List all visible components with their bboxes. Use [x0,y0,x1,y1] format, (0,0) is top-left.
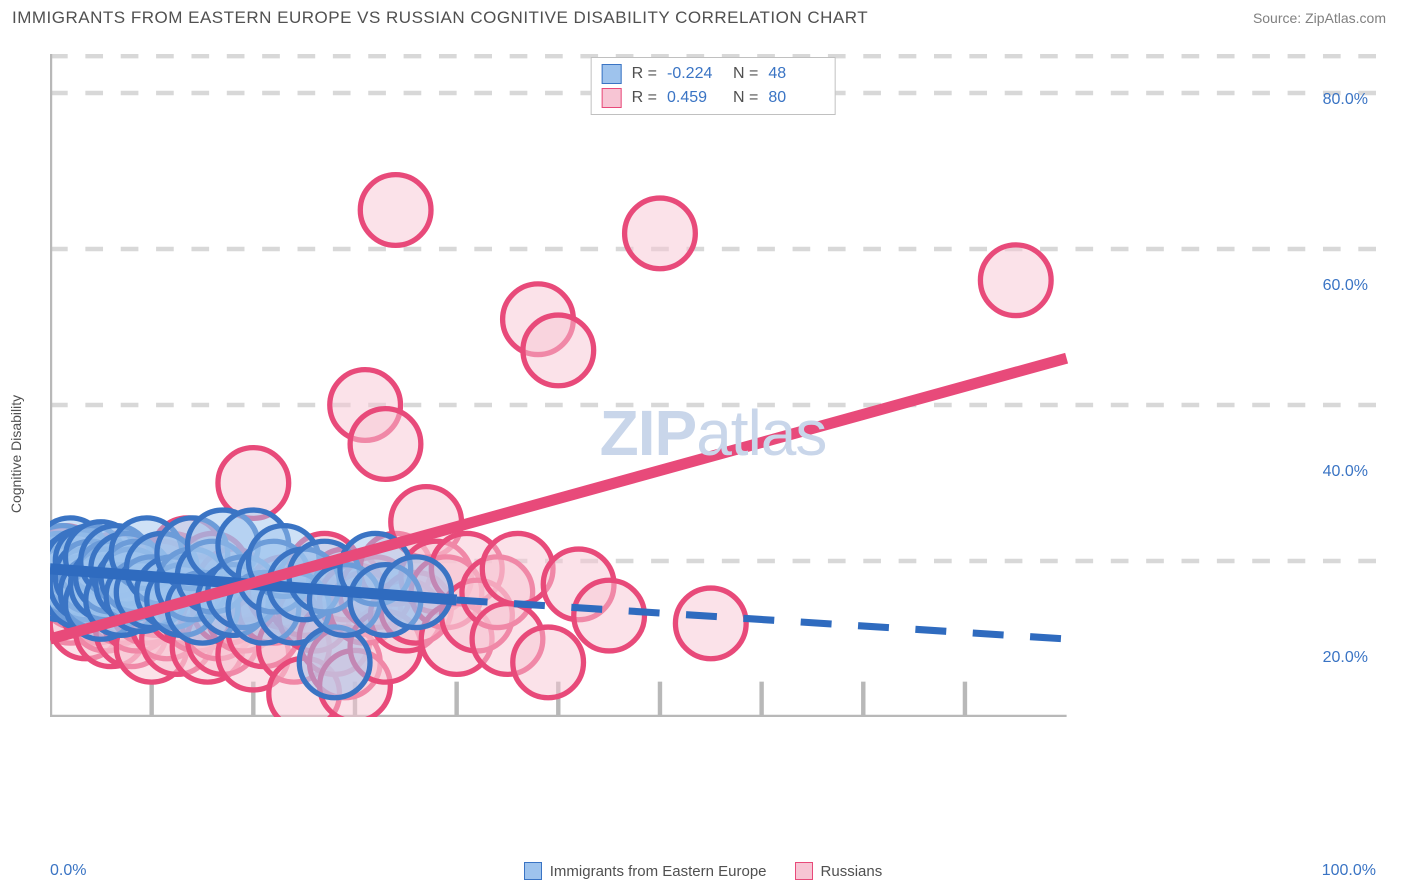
y-tick-label: 80.0% [1323,91,1368,109]
swatch-series1 [602,64,622,84]
r-value-series2: 0.459 [667,86,723,110]
stats-row-series1: R = -0.224 N = 48 [602,62,825,86]
bottom-legend: Immigrants from Eastern Europe Russians [0,862,1406,880]
r-value-series1: -0.224 [667,62,723,86]
legend-label-series2: Russians [821,863,883,880]
r-label: R = [632,86,657,110]
legend-item-series1: Immigrants from Eastern Europe [524,862,767,880]
swatch-series2 [602,88,622,108]
plot-svg [50,54,1376,717]
r-label: R = [632,62,657,86]
swatch-icon [795,862,813,880]
n-label: N = [733,62,758,86]
y-axis-label: Cognitive Disability [8,395,24,513]
y-tick-label: 40.0% [1323,463,1368,481]
stats-row-series2: R = 0.459 N = 80 [602,86,825,110]
chart-area: ZIPatlas R = -0.224 N = 48 R = 0.459 N =… [50,54,1376,844]
n-label: N = [733,86,758,110]
y-tick-label: 20.0% [1323,649,1368,667]
y-tick-label: 60.0% [1323,277,1368,295]
title-bar: IMMIGRANTS FROM EASTERN EUROPE VS RUSSIA… [0,0,1406,36]
chart-title: IMMIGRANTS FROM EASTERN EUROPE VS RUSSIA… [12,8,868,28]
n-value-series1: 48 [768,62,824,86]
legend-item-series2: Russians [795,862,883,880]
legend-label-series1: Immigrants from Eastern Europe [550,863,767,880]
n-value-series2: 80 [768,86,824,110]
source-label: Source: ZipAtlas.com [1253,10,1386,26]
stats-legend-box: R = -0.224 N = 48 R = 0.459 N = 80 [591,57,836,115]
swatch-icon [524,862,542,880]
